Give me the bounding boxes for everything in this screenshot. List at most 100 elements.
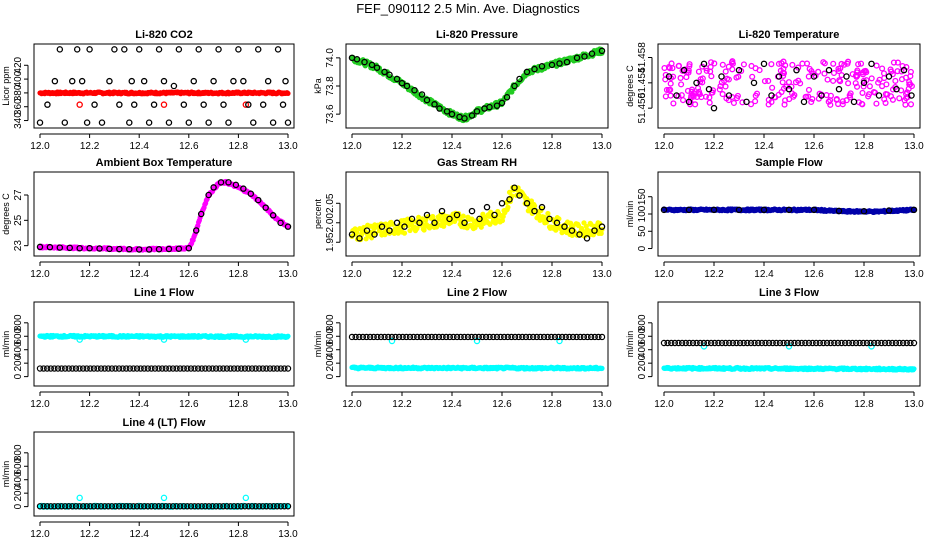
plot-frame [345, 43, 609, 129]
avg-point [116, 101, 123, 108]
raw-point [830, 60, 837, 67]
avg-point [128, 77, 136, 85]
avg-point [885, 207, 893, 214]
avg-point [212, 365, 220, 372]
avg-point [281, 365, 288, 372]
avg-point [130, 365, 137, 372]
avg-point [863, 339, 871, 347]
avg-point [816, 339, 823, 347]
x-axis: 12.0 12.2 12.4 12.6 12.8 13.0 [342, 133, 612, 152]
raw-point [775, 60, 782, 67]
avg-point [825, 66, 833, 74]
avg-point [363, 227, 371, 234]
raw-point [752, 65, 759, 72]
avg-point [159, 503, 166, 510]
avg-point [145, 119, 153, 126]
raw-point [718, 79, 725, 86]
avg-point [910, 206, 918, 214]
avg-point [740, 339, 747, 347]
raw-point [782, 97, 789, 104]
raw-point [665, 86, 672, 93]
raw-point [911, 366, 917, 372]
avg-point [533, 333, 540, 341]
raw-point [678, 81, 685, 88]
y-tick-label: 400 [13, 341, 24, 358]
avg-point [823, 339, 831, 347]
raw-point [401, 230, 408, 236]
y-tick-label: 600 [13, 457, 24, 474]
y-axis-label: ml/min [1, 461, 11, 488]
avg-point [685, 98, 693, 106]
avg-point [722, 339, 729, 347]
avg-point [907, 339, 914, 347]
avg-point [775, 73, 783, 80]
raw-point [752, 98, 759, 105]
y-tick-label: 600 [637, 327, 648, 344]
avg-point [61, 503, 69, 510]
avg-point [760, 60, 768, 68]
avg-point [393, 219, 401, 227]
raw-point [765, 101, 772, 108]
raw-point [683, 74, 690, 81]
avg-point [736, 339, 744, 347]
avg-point [148, 365, 155, 372]
avg-point [263, 503, 270, 510]
avg-point [266, 503, 274, 510]
avg-point [843, 73, 850, 80]
avg-point [191, 503, 198, 510]
panel-title: Line 2 Flow [447, 287, 507, 299]
series-line-1-outliers [76, 336, 250, 343]
x-tick-label: 12.4 [442, 399, 462, 410]
y-tick-label: 0 [325, 373, 336, 379]
avg-point [197, 210, 205, 218]
avg-point [97, 503, 105, 510]
y-axis: 23 25 27 [13, 189, 29, 251]
avg-point [284, 503, 292, 510]
panel-p1: Li-820 CO2 12.0 12.2 12.4 12.6 12.8 13.0 340360… [1, 29, 298, 152]
avg-point [750, 79, 758, 87]
raw-point [827, 97, 834, 104]
avg-point [98, 119, 106, 126]
avg-point [96, 245, 103, 252]
avg-point [220, 503, 227, 510]
avg-point [140, 77, 148, 85]
panel-title: Sample Flow [755, 157, 823, 169]
avg-point [504, 333, 511, 341]
raw-point [866, 83, 873, 90]
avg-point [105, 365, 112, 372]
outlier-point [160, 494, 168, 502]
panel-title: Line 4 (LT) Flow [123, 417, 206, 429]
avg-point [269, 119, 277, 126]
raw-point [894, 68, 901, 75]
plot-area [348, 46, 606, 124]
avg-point [165, 245, 173, 253]
avg-point [468, 333, 475, 341]
raw-point [894, 59, 901, 66]
avg-point [438, 207, 446, 215]
avg-point [538, 203, 546, 211]
avg-point [511, 82, 518, 90]
avg-point [827, 339, 834, 347]
avg-point [581, 53, 588, 60]
series-2-5-min-avg [36, 365, 292, 372]
avg-point [693, 79, 700, 87]
avg-point [511, 333, 519, 341]
raw-point [873, 62, 880, 69]
avg-point [471, 333, 479, 341]
raw-point [761, 78, 768, 85]
x-tick-label: 12.4 [129, 141, 149, 152]
avg-point [497, 333, 504, 341]
x-tick-label: 12.4 [754, 141, 774, 152]
x-tick-label: 12.8 [542, 269, 562, 280]
x-tick-label: 12.2 [80, 141, 100, 152]
avg-point [277, 219, 284, 227]
avg-point [266, 365, 274, 372]
avg-point [881, 339, 889, 347]
avg-point [86, 244, 93, 252]
avg-point [700, 339, 708, 347]
y-tick-label: 800 [13, 314, 24, 331]
x-tick-label: 12.8 [229, 141, 249, 152]
avg-point [475, 333, 483, 341]
raw-point [739, 99, 746, 106]
